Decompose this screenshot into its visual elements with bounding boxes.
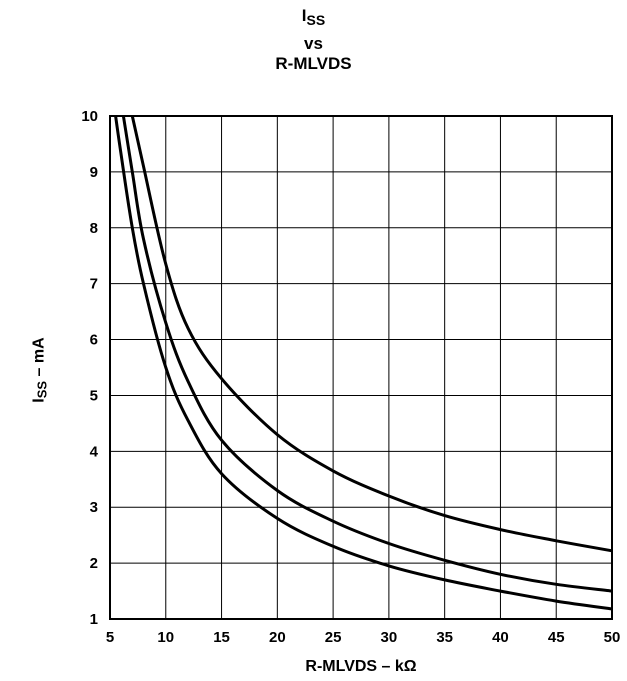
x-tick-label: 30 [381,629,398,646]
x-tick-label: 35 [436,629,453,646]
y-tick-label: 10 [81,108,98,125]
y-axis-label: ISS – mA [30,337,50,403]
series-line-1 [130,115,613,553]
series-line-3 [114,115,613,611]
x-tick-label: 15 [213,629,230,646]
y-tick-label: 3 [90,499,98,516]
y-tick-label: 1 [90,611,98,628]
chart-title: ISS [301,6,326,28]
x-axis-label: R-MLVDS – kΩ [305,658,417,675]
y-tick-label: 5 [90,387,98,404]
x-tick-label: 45 [548,629,565,646]
y-tick-label: 8 [90,220,98,237]
x-tick-label: 25 [325,629,342,646]
y-tick-label: 6 [90,332,98,349]
chart-title-line3: R-MLVDS [275,54,352,73]
x-tick-label: 50 [604,629,621,646]
plot-frame [109,115,613,620]
y-tick-label: 4 [90,443,99,460]
x-tick-label: 10 [157,629,174,646]
y-tick-label: 9 [90,164,98,181]
series-line-2 [121,115,613,593]
x-tick-label: 5 [106,629,114,646]
chart-title-line2: vs [304,34,323,53]
x-tick-label: 20 [269,629,286,646]
x-tick-label: 40 [492,629,509,646]
y-tick-label: 2 [90,555,98,572]
y-tick-label: 7 [90,276,98,293]
